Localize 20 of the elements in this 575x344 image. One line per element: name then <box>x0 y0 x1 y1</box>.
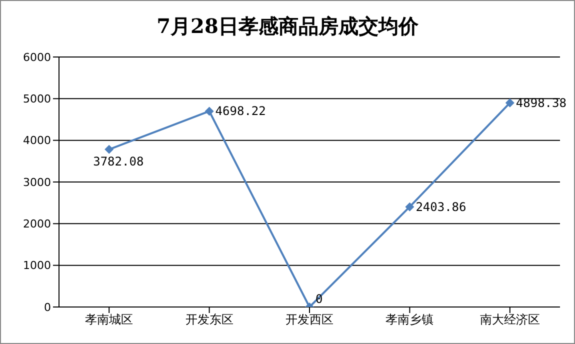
x-tick-label: 南大经济区 <box>480 312 540 327</box>
point <box>505 98 514 108</box>
y-tick-label: 3000 <box>23 176 51 189</box>
y-tick-label: 4000 <box>23 134 51 148</box>
chart-title: 7月28日孝感商品房成交均价 <box>156 13 420 40</box>
point <box>405 202 414 212</box>
point <box>104 144 114 154</box>
data-label: 2403.86 <box>416 200 466 214</box>
y-tick-label: 6000 <box>23 50 51 64</box>
x-tick-label: 孝南城区 <box>85 312 134 327</box>
x-tick-label: 孝南乡镇 <box>386 312 434 327</box>
data-label: 3782.08 <box>93 154 144 168</box>
x-tick-label: 开发东区 <box>185 312 234 327</box>
y-tick-label: 5000 <box>23 92 51 106</box>
y-tick-label: 2000 <box>23 218 51 231</box>
y-tick-label: 0 <box>44 300 51 314</box>
y-tick-label: 1000 <box>23 259 51 272</box>
data-label: 4698.22 <box>215 104 266 118</box>
point <box>204 106 214 116</box>
x-tick-label: 开发西区 <box>286 312 334 327</box>
